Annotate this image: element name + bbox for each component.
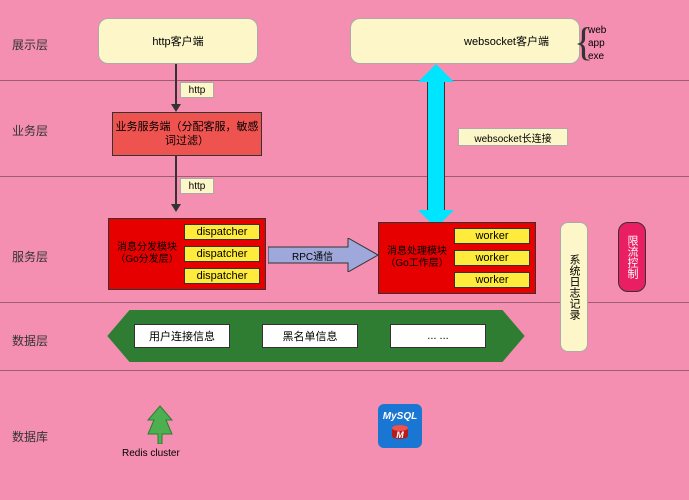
ws-sub-app: app <box>588 37 606 50</box>
ws-arrow-head-up <box>418 64 454 82</box>
ratelimit-text: 限流控制 <box>624 235 640 279</box>
worker-2: worker <box>454 250 530 266</box>
dispatcher-3: dispatcher <box>184 268 260 284</box>
dispatcher-1-text: dispatcher <box>197 226 248 238</box>
http-client-node: http客户端 <box>98 18 258 64</box>
divider-2 <box>0 176 689 177</box>
divider-1 <box>0 80 689 81</box>
process-module-text: 消息处理模块（Go工作层） <box>382 246 452 270</box>
data-black-box: 黑名单信息 <box>262 324 358 348</box>
arrow-http1-head <box>171 104 181 112</box>
dispatch-module-text: 消息分发模块（Go分发层） <box>112 242 182 266</box>
redis-label: Redis cluster <box>122 448 180 459</box>
mysql-text: MySQL <box>383 411 417 422</box>
ws-client-text: websocket客户端 <box>464 33 549 49</box>
arrow-http2-label: http <box>180 178 214 194</box>
worker-1: worker <box>454 228 530 244</box>
data-black-text: 黑名单信息 <box>283 328 338 344</box>
arrow-http2-text: http <box>189 181 206 192</box>
syslog-text: 系统日志记录 <box>566 254 582 320</box>
svg-text:M: M <box>396 430 404 440</box>
arrow-http1-text: http <box>189 85 206 96</box>
layer-business-label: 业务层 <box>12 122 48 139</box>
dispatcher-1: dispatcher <box>184 224 260 240</box>
layer-service-label: 服务层 <box>12 248 48 265</box>
arrow-http2-line <box>175 156 177 206</box>
http-client-text: http客户端 <box>152 33 203 49</box>
data-more-text: ... ... <box>427 330 448 342</box>
ws-sub-exe: exe <box>588 50 606 63</box>
arrow-http2-head <box>171 204 181 212</box>
ws-arrow-text: websocket长连接 <box>474 130 551 145</box>
layer-data-label: 数据层 <box>12 332 48 349</box>
ws-arrow-label: websocket长连接 <box>458 128 568 146</box>
rpc-arrow-text: RPC通信 <box>292 248 333 263</box>
divider-4 <box>0 370 689 371</box>
worker-2-text: worker <box>475 252 508 264</box>
arrow-http1-line <box>175 64 177 106</box>
redis-icon <box>140 404 180 444</box>
layer-presentation-label: 展示层 <box>12 36 48 53</box>
worker-1-text: worker <box>475 230 508 242</box>
ws-sub-list: web app exe <box>588 24 606 63</box>
biz-server-text: 业务服务端（分配客服，敏感词过滤） <box>115 120 259 148</box>
dispatcher-3-text: dispatcher <box>197 270 248 282</box>
data-more-box: ... ... <box>390 324 486 348</box>
mysql-icon: MySQL M <box>378 404 422 448</box>
biz-server-node: 业务服务端（分配客服，敏感词过滤） <box>112 112 262 156</box>
layer-database-label: 数据库 <box>12 428 48 445</box>
ws-arrow-body <box>427 82 445 210</box>
dispatcher-2-text: dispatcher <box>197 248 248 260</box>
dispatcher-2: dispatcher <box>184 246 260 262</box>
worker-3: worker <box>454 272 530 288</box>
ws-sub-web: web <box>588 24 606 37</box>
ratelimit-node: 限流控制 <box>618 222 646 292</box>
ws-client-node: websocket客户端 <box>350 18 580 64</box>
data-conn-box: 用户连接信息 <box>134 324 230 348</box>
worker-3-text: worker <box>475 274 508 286</box>
arrow-http1-label: http <box>180 82 214 98</box>
syslog-node: 系统日志记录 <box>560 222 588 352</box>
data-conn-text: 用户连接信息 <box>149 328 215 344</box>
